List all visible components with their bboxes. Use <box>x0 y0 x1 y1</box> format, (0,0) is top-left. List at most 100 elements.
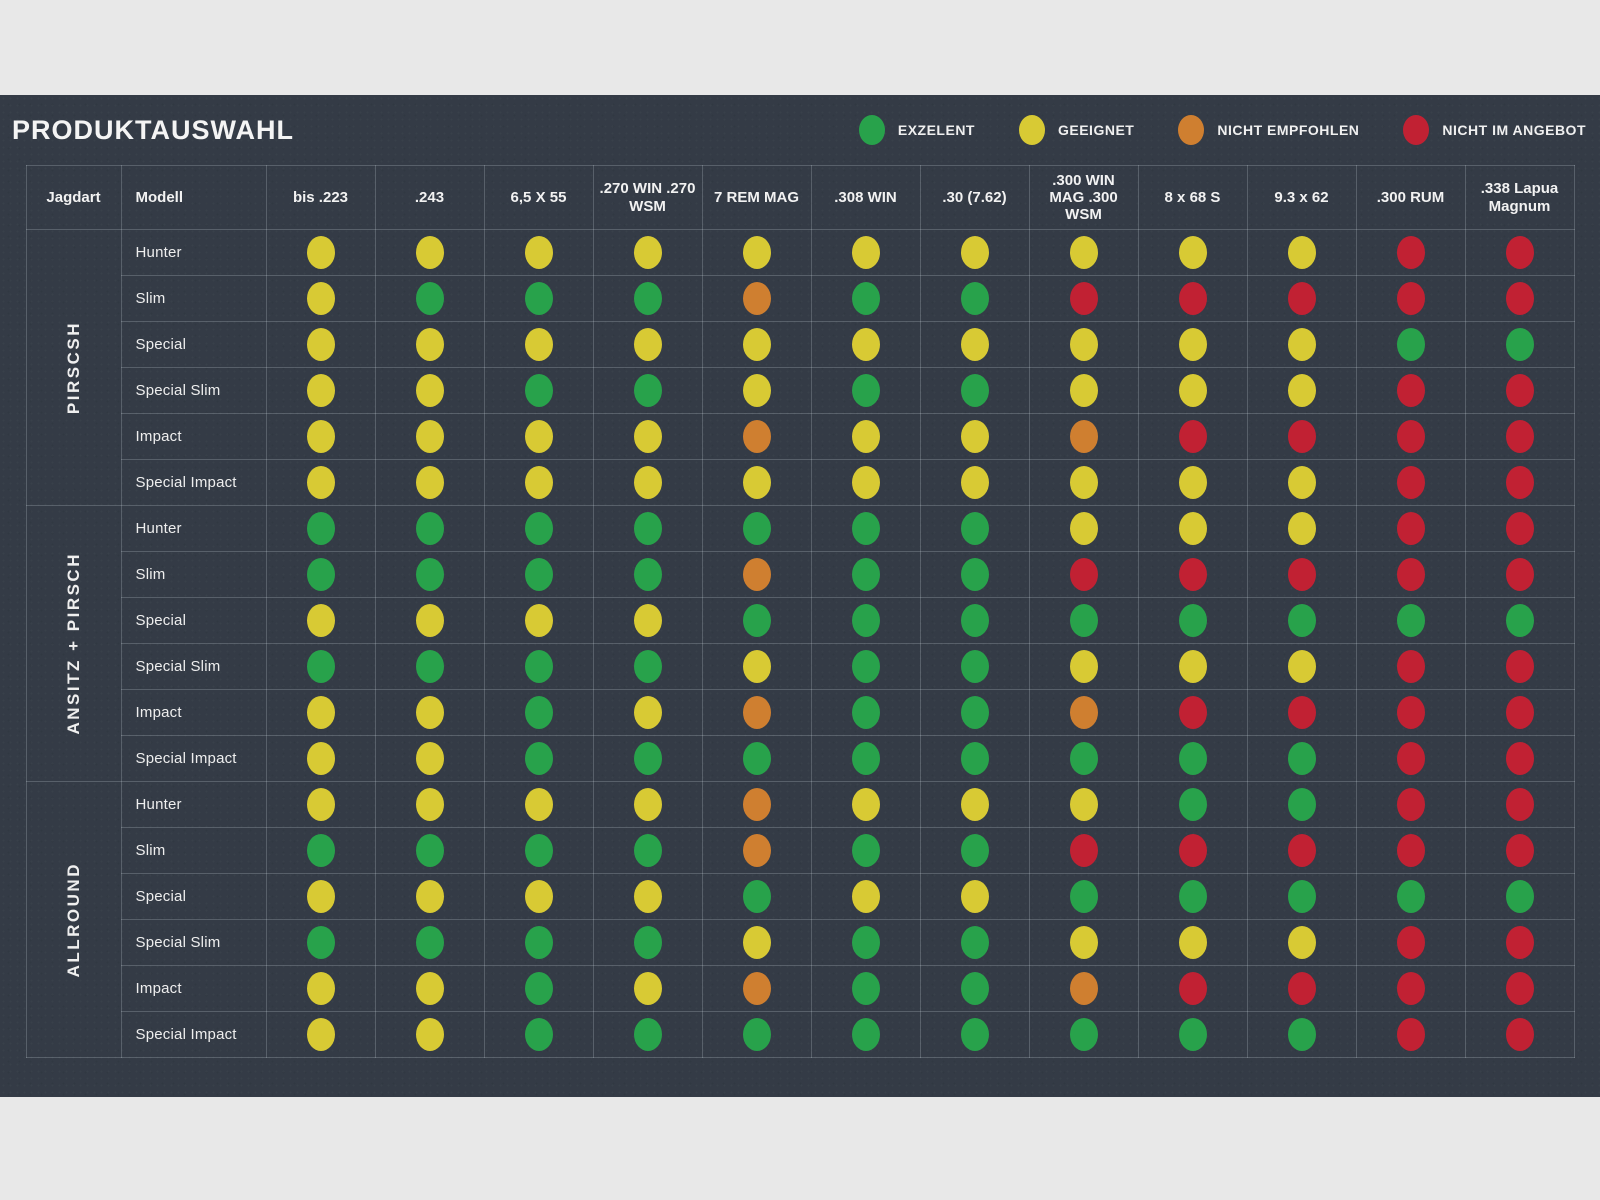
rating-cell <box>483 689 594 736</box>
panel-header: PRODUKTAUSWAHL EXZELENT GEEIGNET NICHT E… <box>0 95 1600 165</box>
rating-na-dot-icon <box>1505 374 1534 407</box>
rating-ge-dot-icon <box>960 236 989 269</box>
table-row: Special Slim <box>26 919 1575 966</box>
rating-cell <box>701 367 812 414</box>
rating-cell <box>1246 689 1357 736</box>
rating-ne-dot-icon <box>742 972 771 1005</box>
rating-cell <box>592 551 703 598</box>
rating-cell <box>483 965 594 1012</box>
rating-ge-dot-icon <box>633 420 662 453</box>
rating-ex-dot-icon <box>960 696 989 729</box>
rating-ge-dot-icon <box>415 466 444 499</box>
rating-cell <box>374 689 485 736</box>
rating-na-dot-icon <box>1396 236 1425 269</box>
rating-ge-dot-icon <box>633 328 662 361</box>
rating-ge-dot-icon <box>1178 328 1207 361</box>
rating-cell <box>1464 229 1575 276</box>
rating-ge-dot-icon <box>1287 466 1316 499</box>
rating-ex-dot-icon <box>415 558 444 591</box>
rating-cell <box>265 919 376 966</box>
header-caliber-8: 8 x 68 S <box>1137 165 1248 230</box>
rating-ex-dot-icon <box>851 512 880 545</box>
rating-cell <box>592 459 703 506</box>
model-label-cell: Slim <box>120 827 267 874</box>
rating-cell <box>483 413 594 460</box>
rating-ex-dot-icon <box>1505 880 1534 913</box>
header-caliber-0: bis .223 <box>265 165 376 230</box>
rating-cell <box>1355 413 1466 460</box>
model-label-cell: Hunter <box>120 229 267 276</box>
rating-ex-dot-icon <box>742 880 771 913</box>
rating-cell <box>265 965 376 1012</box>
rating-ge-dot-icon <box>306 1018 335 1051</box>
rating-ex-dot-icon <box>851 834 880 867</box>
rating-cell <box>1464 735 1575 782</box>
rating-ne-dot-icon <box>742 558 771 591</box>
rating-cell <box>265 643 376 690</box>
group-label: ANSITZ + PIRSCH <box>63 552 83 735</box>
rating-cell <box>1028 597 1139 644</box>
rating-cell <box>1355 551 1466 598</box>
table-row: PIRSCSH Hunter <box>25 229 1575 506</box>
rating-ex-dot-icon <box>306 650 335 683</box>
rating-cell <box>1028 965 1139 1012</box>
rating-cell <box>1137 413 1248 460</box>
rating-ge-dot-icon <box>633 880 662 913</box>
product-matrix-table: Jagdart Modell bis .223.243 6,5 X 55.270 WI… <box>25 165 1575 1058</box>
rating-na-dot-icon <box>1505 420 1534 453</box>
rating-ge-dot-icon <box>306 880 335 913</box>
rating-cell <box>701 229 812 276</box>
rating-ex-dot-icon <box>633 1018 662 1051</box>
rating-cell <box>810 919 921 966</box>
rating-ge-dot-icon <box>633 604 662 637</box>
rating-ex-dot-icon <box>306 834 335 867</box>
matrix-header-row: Jagdart Modell bis .223.243 6,5 X 55.270 WI… <box>25 165 1575 230</box>
rating-cell <box>1464 413 1575 460</box>
rating-ne-dot-icon <box>742 788 771 821</box>
rating-ex-dot-icon <box>1178 880 1207 913</box>
rating-cell <box>1464 643 1575 690</box>
rating-cell <box>265 735 376 782</box>
rating-ne-dot-icon <box>1069 972 1098 1005</box>
rating-cell <box>1246 1011 1357 1058</box>
rating-na-dot-icon <box>1287 696 1316 729</box>
table-row: Special Impact <box>26 1011 1575 1058</box>
rating-cell <box>1355 367 1466 414</box>
rating-ex-dot-icon <box>1069 604 1098 637</box>
rating-ge-dot-icon <box>851 236 880 269</box>
rating-ex-dot-icon <box>851 742 880 775</box>
rating-ge-dot-icon <box>1287 650 1316 683</box>
rating-cell <box>701 459 812 506</box>
table-row: Special Slim <box>26 643 1575 690</box>
rating-cell <box>1355 919 1466 966</box>
rating-ex-dot-icon <box>1287 742 1316 775</box>
rating-na-dot-icon <box>1505 696 1534 729</box>
rating-cell <box>1137 919 1248 966</box>
model-label-cell: Special <box>120 321 267 368</box>
rating-ex-dot-icon <box>633 512 662 545</box>
rating-cell <box>1137 367 1248 414</box>
rating-ex-dot-icon <box>1069 742 1098 775</box>
rating-cell <box>701 873 812 920</box>
rating-cell <box>592 735 703 782</box>
rating-cell <box>1137 643 1248 690</box>
rating-cell <box>374 919 485 966</box>
rating-cell <box>810 229 921 276</box>
group-cell-1: ANSITZ + PIRSCH <box>25 505 122 782</box>
rating-ge-dot-icon <box>415 236 444 269</box>
rating-ge-dot-icon <box>1178 650 1207 683</box>
table-row: Slim <box>26 551 1575 598</box>
rating-ex-dot-icon <box>415 926 444 959</box>
table-row: Slim <box>26 275 1575 322</box>
legend-label: NICHT EMPFOHLEN <box>1217 122 1360 138</box>
rating-ge-dot-icon <box>960 328 989 361</box>
rating-ge-dot-icon <box>633 466 662 499</box>
model-label-cell: Special Impact <box>120 735 267 782</box>
rating-cell <box>919 551 1030 598</box>
rating-na-dot-icon <box>1287 972 1316 1005</box>
rating-na-dot-icon <box>1505 788 1534 821</box>
rating-ge-dot-icon <box>1069 788 1098 821</box>
rating-ge-dot-icon <box>1069 466 1098 499</box>
rating-na-dot-icon <box>1505 1018 1534 1051</box>
rating-cell <box>265 597 376 644</box>
